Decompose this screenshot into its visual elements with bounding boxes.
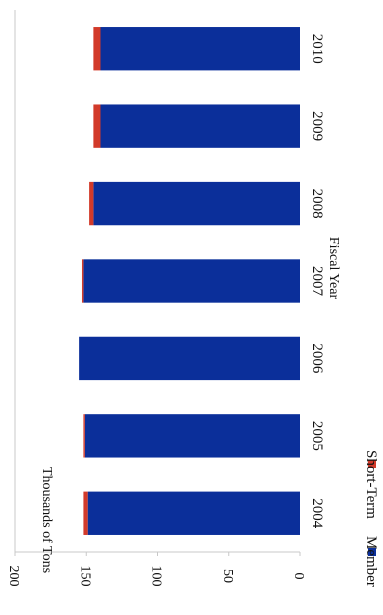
- value-tick-label: 0: [291, 573, 306, 580]
- bar-member-2008: [93, 181, 300, 226]
- category-label: 2007: [309, 266, 325, 297]
- category-label: 2008: [309, 189, 325, 219]
- y-axis-title: Thousands of Tons: [39, 467, 54, 573]
- bar-short-term-2005: [83, 414, 85, 458]
- legend-swatch-member: [368, 548, 376, 556]
- bar-member-2009: [100, 104, 300, 148]
- labels-layer: 0 50 100 150 200 2004 2005 2006 2007 2008 2009 2010: [6, 34, 325, 587]
- category-label: 2004: [309, 498, 325, 529]
- category-label: 2005: [309, 421, 325, 451]
- bar-short-term-2004: [83, 491, 88, 535]
- category-label: 2010: [309, 34, 325, 64]
- bar-member-2005: [84, 414, 300, 458]
- bar-short-term-2009: [93, 104, 101, 148]
- value-tick-label: 100: [149, 566, 164, 587]
- legend-label-short-term: Short-Term: [363, 450, 379, 519]
- category-label: 2006: [309, 343, 325, 374]
- x-axis-title: Fiscal Year: [326, 237, 341, 300]
- value-tick-label: 50: [220, 569, 235, 583]
- legend: Member Short-Term: [363, 450, 379, 587]
- value-tick-label: 150: [77, 566, 92, 587]
- bar-member-2004: [87, 491, 300, 535]
- bars-layer: [79, 27, 301, 535]
- value-tick-label: 200: [6, 566, 21, 587]
- axes-layer: [14, 10, 301, 556]
- bar-member-2006: [79, 336, 300, 381]
- legend-label-member: Member: [363, 536, 379, 587]
- legend-swatch-short-term: [368, 460, 376, 468]
- category-label: 2009: [309, 111, 325, 141]
- bar-member-2007: [83, 259, 301, 303]
- bar-short-term-2008: [89, 181, 94, 226]
- bar-member-2010: [100, 27, 300, 71]
- bar-short-term-2007: [81, 259, 84, 303]
- bar-short-term-2010: [93, 27, 101, 71]
